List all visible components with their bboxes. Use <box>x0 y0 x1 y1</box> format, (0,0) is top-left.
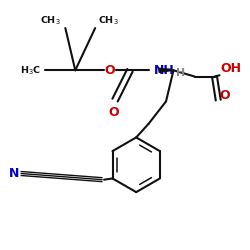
Text: N: N <box>9 167 19 180</box>
Text: NH: NH <box>154 64 174 77</box>
Text: CH$_3$: CH$_3$ <box>98 14 118 27</box>
Polygon shape <box>159 68 174 72</box>
Text: OH: OH <box>220 62 241 74</box>
Text: O: O <box>105 64 116 77</box>
Text: O: O <box>220 89 230 102</box>
Text: H$_3$C: H$_3$C <box>20 64 40 76</box>
Text: H: H <box>176 68 186 78</box>
Text: O: O <box>108 106 119 118</box>
Text: CH$_3$: CH$_3$ <box>40 14 60 27</box>
